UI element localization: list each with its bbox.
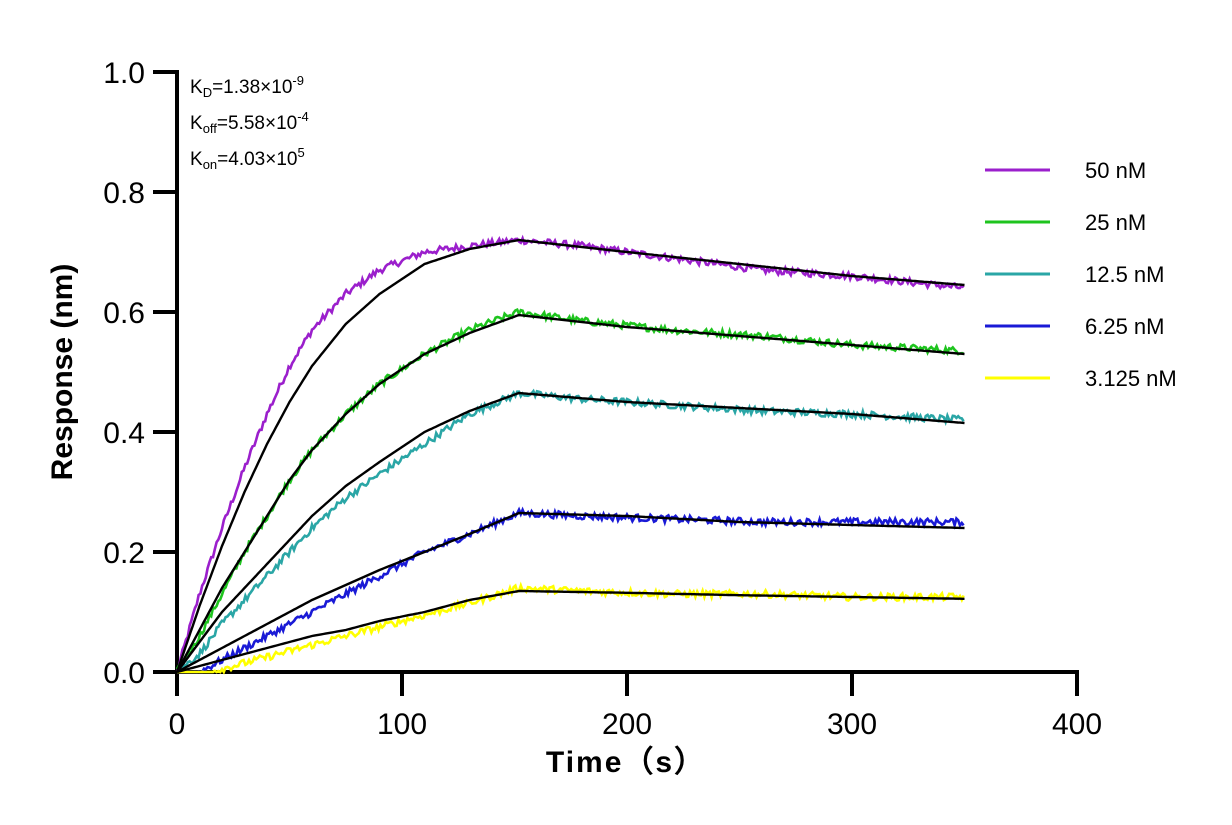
koff-exponent: -4 [297, 109, 309, 124]
series-line-2 [176, 388, 965, 673]
data-series [175, 234, 965, 675]
legend: 50 nM 25 nM 12.5 nM 6.25 nM 3.125 nM [985, 158, 1177, 391]
kon-annotation: Kon=4.03×105 [190, 146, 305, 172]
axes: 0.0 0.2 0.4 0.6 0.8 1.0 0 100 200 300 400 [103, 57, 1102, 741]
legend-label: 50 nM [1085, 158, 1146, 183]
fit-line-3 [176, 511, 965, 674]
y-tick-label: 0.4 [103, 417, 145, 450]
kd-symbol: K [190, 77, 203, 98]
y-tick-label: 0.2 [103, 537, 145, 570]
legend-label: 25 nM [1085, 210, 1146, 235]
x-axis-label: Time（s） [546, 745, 706, 779]
x-tick-label: 100 [377, 708, 427, 741]
fit-line-4 [176, 589, 965, 674]
series-line-3 [177, 506, 965, 674]
series-line-1 [175, 308, 964, 670]
legend-label: 12.5 nM [1085, 262, 1165, 287]
koff-subscript: off [202, 121, 217, 136]
kd-subscript: D [202, 85, 213, 100]
koff-symbol: K [190, 113, 203, 134]
kon-value: =4.03×10 [217, 149, 298, 170]
series-line-4 [177, 581, 965, 675]
x-tick-label: 200 [602, 708, 652, 741]
fit-line-0 [175, 238, 965, 673]
koff-annotation: Koff=5.58×10-4 [190, 110, 309, 136]
fit-curves [175, 238, 965, 674]
series-line-0 [175, 234, 965, 672]
koff-value: =5.58×10 [216, 113, 298, 134]
fit-line-1 [175, 313, 965, 673]
kon-subscript: on [202, 157, 218, 172]
x-tick-label: 0 [169, 708, 186, 741]
y-tick-label: 0.8 [103, 177, 145, 210]
kon-exponent: 5 [297, 145, 305, 160]
fit-line-2 [176, 391, 965, 673]
kd-annotation: KD=1.38×10-9 [190, 74, 304, 100]
legend-label: 6.25 nM [1085, 314, 1165, 339]
y-axis-label: Response (nm) [46, 264, 79, 481]
x-tick-label: 400 [1052, 708, 1102, 741]
legend-label: 3.125 nM [1085, 366, 1177, 391]
kon-symbol: K [190, 149, 203, 170]
kd-exponent: -9 [292, 73, 304, 88]
y-tick-label: 1.0 [103, 57, 145, 90]
x-tick-label: 300 [827, 708, 877, 741]
y-tick-label: 0.6 [103, 297, 145, 330]
y-tick-label: 0.0 [103, 657, 145, 690]
kd-value: =1.38×10 [212, 77, 293, 98]
